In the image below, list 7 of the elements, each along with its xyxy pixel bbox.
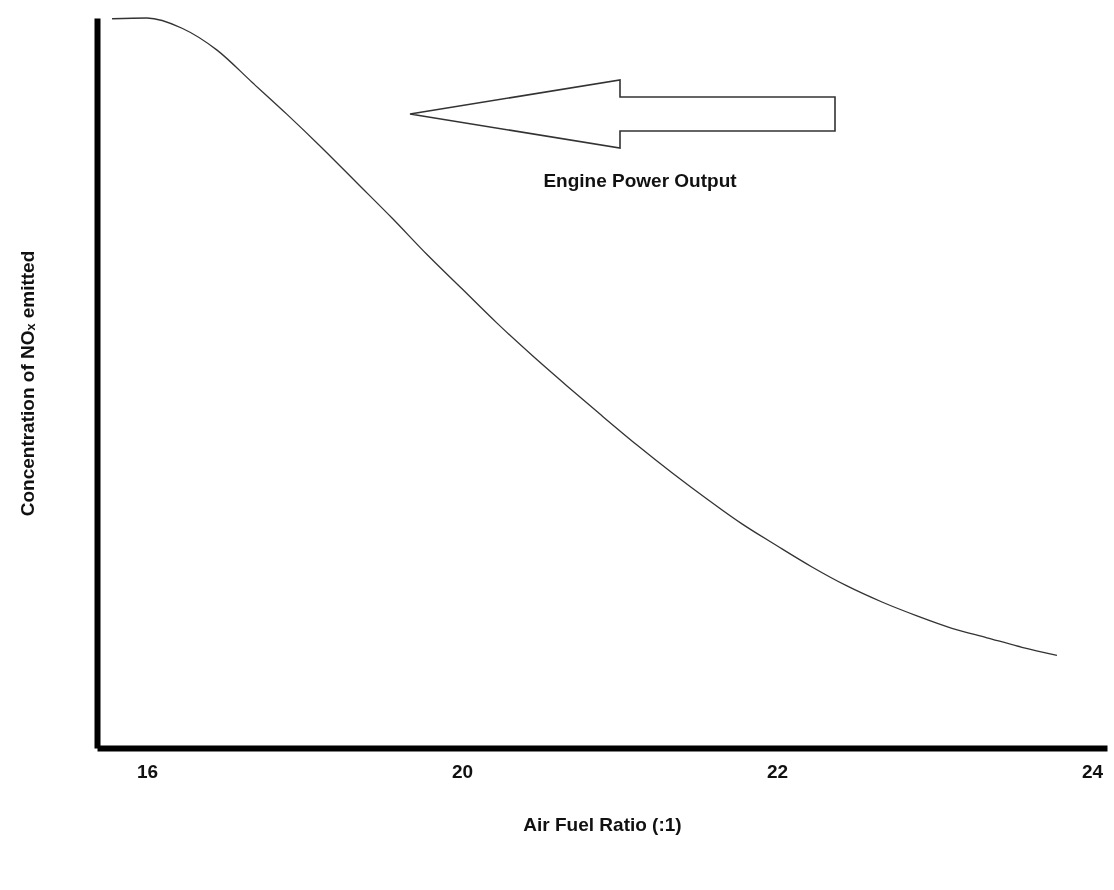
- x-tick-label: 22: [766, 760, 789, 782]
- x-axis-title: Air Fuel Ratio (:1): [523, 813, 682, 835]
- y-axis-title: Concentration of NOₓ emitted: [16, 250, 38, 517]
- x-tick-label: 16: [136, 760, 159, 782]
- x-tick-label: 24: [1081, 760, 1104, 782]
- x-tick-label: 20: [451, 760, 474, 782]
- annotation: Engine Power Output: [543, 170, 738, 191]
